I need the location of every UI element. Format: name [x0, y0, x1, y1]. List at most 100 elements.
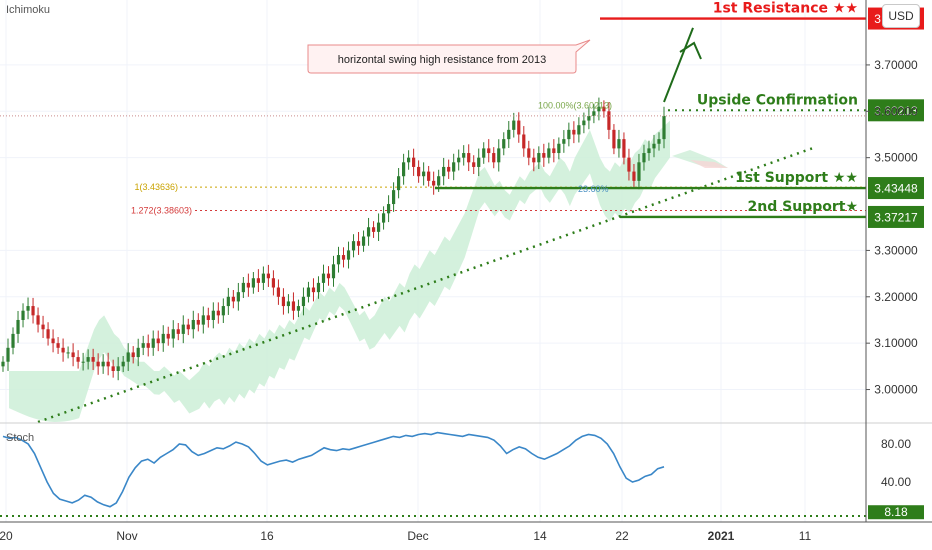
- candle-body: [432, 180, 436, 186]
- callout-box: [307, 39, 591, 74]
- candle-body: [326, 273, 331, 279]
- candle-body: [306, 287, 311, 297]
- candle-body: [402, 162, 406, 177]
- candle-body: [91, 357, 95, 362]
- candle-body: [136, 347, 140, 358]
- projection-arrow: [663, 27, 694, 103]
- candle-body: [156, 338, 160, 344]
- candle-body: [106, 361, 110, 367]
- candle-body: [51, 338, 55, 344]
- candle-body: [211, 310, 215, 320]
- candle-body: [562, 139, 566, 144]
- candle-body: [221, 306, 225, 316]
- candle-body: [381, 213, 386, 223]
- candle-body: [121, 361, 125, 367]
- stoch-tick-2: 8.18: [884, 505, 908, 519]
- candle-body: [632, 171, 636, 181]
- candle-body: [477, 157, 481, 167]
- candle-body: [131, 352, 135, 358]
- candle-body: [141, 343, 145, 348]
- candle-body: [552, 148, 556, 154]
- candle-body: [567, 129, 571, 140]
- candle-body: [56, 343, 60, 348]
- candle-body: [6, 347, 10, 362]
- x-tick-label: 2021: [708, 529, 735, 543]
- candle-body: [256, 278, 260, 283]
- y-tick-label: 3.70000: [874, 58, 918, 72]
- fib-label-3: 23.60%: [578, 184, 609, 194]
- price-tag-text-3: 3.37217: [874, 210, 918, 224]
- candle-body: [376, 222, 381, 232]
- candle-body: [331, 264, 336, 279]
- candle-body: [16, 319, 20, 334]
- candle-body: [31, 306, 35, 316]
- candle-body: [642, 153, 646, 163]
- currency-button[interactable]: USD: [882, 4, 920, 28]
- candle-body: [186, 324, 190, 330]
- candle-body: [111, 366, 115, 371]
- candle-body: [492, 153, 496, 163]
- stochastic-panel: 80.00 40.00 8.18: [0, 422, 932, 520]
- candle-body: [226, 296, 230, 307]
- candle-body: [96, 361, 100, 367]
- candle-body: [637, 162, 641, 181]
- candle-body: [622, 139, 626, 158]
- price-tag-1: [868, 99, 924, 122]
- level-lines: 1st Resistance ★★3.80000Upside Confirmat…: [0, 1, 924, 228]
- cloud-future-red: [690, 160, 728, 168]
- candle-body: [66, 352, 70, 354]
- candle-body: [366, 227, 371, 237]
- candle-body: [101, 361, 105, 367]
- candle-body: [11, 333, 15, 348]
- candle-body: [216, 310, 220, 316]
- price-tag-2: [868, 177, 924, 200]
- candle-body: [537, 153, 541, 163]
- candle-body: [452, 162, 456, 172]
- candle-body: [462, 153, 466, 158]
- candle-body: [391, 190, 396, 205]
- x-tick-label: 20: [0, 529, 13, 543]
- candle-body: [261, 273, 265, 283]
- price-tag-text-1: 3.60213: [874, 104, 918, 118]
- candle-body: [281, 296, 286, 307]
- stoch-tag: [868, 505, 924, 520]
- stoch-label: Stoch: [6, 432, 35, 444]
- candle-body: [296, 306, 301, 311]
- candle-body: [547, 148, 551, 158]
- candle-body: [196, 319, 200, 325]
- candle-body: [437, 176, 441, 186]
- candle-body: [472, 162, 476, 167]
- candle-body: [61, 347, 65, 353]
- candle-body: [266, 273, 271, 279]
- indicator-label: Ichimoku: [6, 4, 51, 16]
- candle-body: [467, 153, 471, 163]
- candle-body: [657, 139, 661, 144]
- candle-body: [166, 333, 170, 339]
- candle-body: [427, 171, 431, 181]
- candle-body: [647, 148, 651, 154]
- candle-body: [21, 310, 25, 320]
- candle-body: [76, 357, 80, 362]
- candle-body: [412, 157, 416, 167]
- candle-body: [662, 115, 666, 140]
- candle-body: [126, 352, 130, 362]
- y-tick-label: 3.30000: [874, 243, 918, 257]
- arrow-head: [679, 41, 702, 60]
- candle-body: [291, 301, 296, 311]
- fib-label-0: 100.00%(3.60213): [538, 100, 612, 110]
- candle-body: [321, 273, 326, 283]
- candle-body: [116, 366, 120, 371]
- candle-body: [86, 357, 90, 362]
- cloud-band: [9, 120, 670, 422]
- x-tick-label: 14: [533, 529, 547, 543]
- x-tick-label: 16: [260, 529, 274, 543]
- candle-body: [81, 361, 85, 363]
- candle-body: [316, 282, 321, 293]
- callout-text: horizontal swing high resistance from 20…: [338, 54, 547, 66]
- candle-body: [251, 278, 255, 288]
- y-tick-label: 3.60000: [874, 104, 918, 118]
- candle-body: [582, 120, 586, 126]
- level-label-1: Upside Confirmation: [697, 92, 858, 108]
